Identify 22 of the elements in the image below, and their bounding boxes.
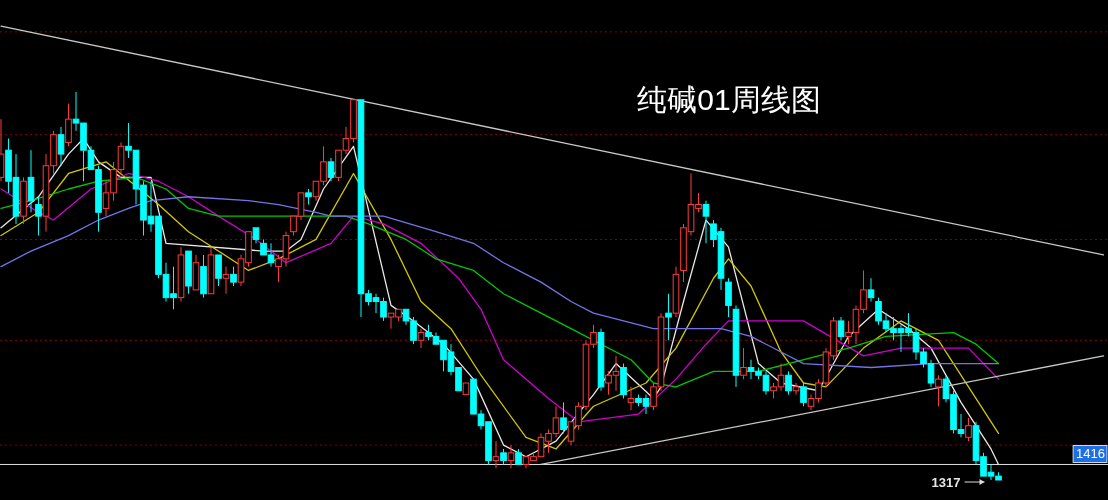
candlestick — [785, 370, 792, 396]
candlestick — [507, 444, 515, 469]
candlestick — [327, 157, 335, 182]
candlestick — [27, 149, 35, 213]
candlestick — [672, 266, 680, 318]
candlestick — [417, 328, 425, 349]
candlestick — [792, 382, 800, 396]
candlestick — [732, 304, 740, 388]
candlestick — [837, 316, 845, 341]
candlestick — [627, 386, 635, 411]
candlestick — [222, 266, 230, 295]
candlestick — [200, 254, 207, 299]
candlestick — [57, 126, 65, 167]
candlestick — [177, 246, 185, 303]
chart-title: 纯碱01周线图 — [637, 83, 821, 116]
candlestick — [597, 328, 605, 392]
annotation: 1317 — [931, 475, 961, 490]
candlestick — [702, 200, 710, 244]
annotation: 1416 — [1076, 446, 1105, 462]
candlestick — [665, 293, 672, 341]
candlestick — [492, 440, 500, 469]
candlestick — [867, 277, 875, 303]
